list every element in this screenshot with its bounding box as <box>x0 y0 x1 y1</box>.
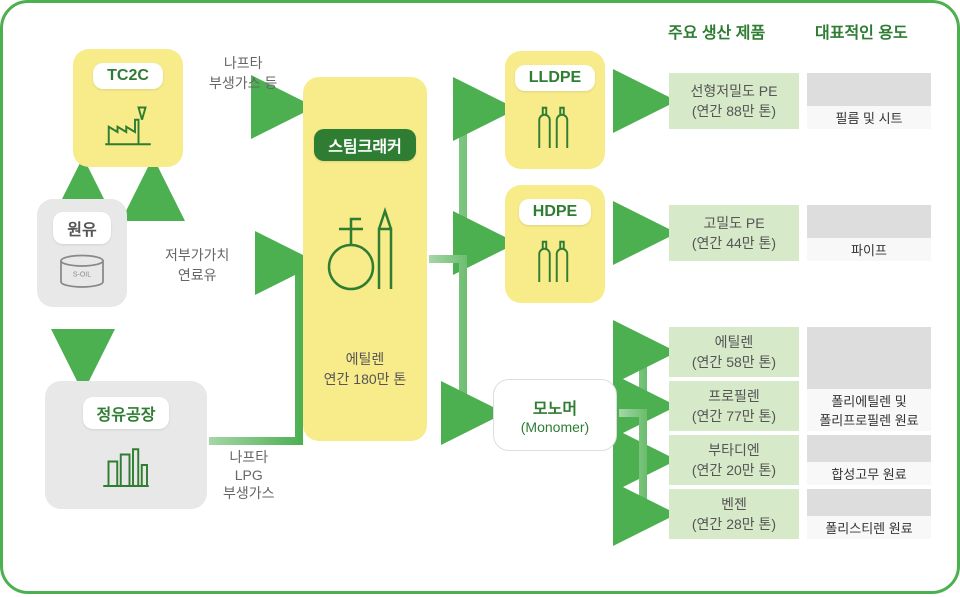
bottles-icon <box>527 99 583 155</box>
node-crude: 원유 S-OIL <box>37 199 127 307</box>
node-monomer-sublabel: (Monomer) <box>521 419 589 435</box>
node-monomer-label: 모노머 <box>533 395 577 419</box>
tank-icon: S-OIL <box>51 252 113 294</box>
product-box: 에틸렌(연간 58만 톤) <box>669 327 799 377</box>
product-box: 선형저밀도 PE(연간 88만 톤) <box>669 73 799 129</box>
node-lldpe-label: LLDPE <box>515 65 595 91</box>
use-box: 파이프 <box>807 205 931 261</box>
node-tc2c-label: TC2C <box>93 63 163 89</box>
node-cracker: 스팀크래커 에틸렌연간 180만 톤 <box>303 77 427 441</box>
label-low-value: 저부가가치연료유 <box>165 245 229 285</box>
node-monomer: 모노머 (Monomer) <box>493 379 617 451</box>
product-box: 부타디엔(연간 20만 톤) <box>669 435 799 485</box>
refinery-icon <box>98 437 154 493</box>
reactor-icon <box>325 199 405 299</box>
use-box: 합성고무 원료 <box>807 435 931 485</box>
node-cracker-label: 스팀크래커 <box>314 129 416 161</box>
use-box: 필름 및 시트 <box>807 73 931 129</box>
product-box: 프로필렌(연간 77만 톤) <box>669 381 799 431</box>
use-box: 폴리에틸렌 및폴리프로필렌 원료 <box>807 327 931 431</box>
node-lldpe: LLDPE <box>505 51 605 169</box>
product-box: 벤젠(연간 28만 톤) <box>669 489 799 539</box>
diagram-canvas: 주요 생산 제품 대표적인 용도 <box>0 0 960 594</box>
svg-text:S-OIL: S-OIL <box>73 272 91 279</box>
node-hdpe: HDPE <box>505 185 605 303</box>
factory-icon <box>100 97 156 153</box>
product-box: 고밀도 PE(연간 44만 톤) <box>669 205 799 261</box>
header-uses: 대표적인 용도 <box>815 19 908 43</box>
node-crude-label: 원유 <box>53 212 110 244</box>
use-box: 폴리스티렌 원료 <box>807 489 931 539</box>
label-naphtha-lpg: 나프타LPG부생가스 <box>223 447 275 503</box>
node-hdpe-label: HDPE <box>519 199 591 225</box>
bottles-icon <box>527 233 583 289</box>
node-cracker-caption: 에틸렌연간 180만 톤 <box>324 349 407 389</box>
node-refinery-label: 정유공장 <box>83 397 170 429</box>
node-tc2c: TC2C <box>73 49 183 167</box>
node-refinery: 정유공장 <box>45 381 207 509</box>
label-naphtha-bygas: 나프타부생가스 등 <box>209 53 277 93</box>
header-products: 주요 생산 제품 <box>668 19 765 43</box>
